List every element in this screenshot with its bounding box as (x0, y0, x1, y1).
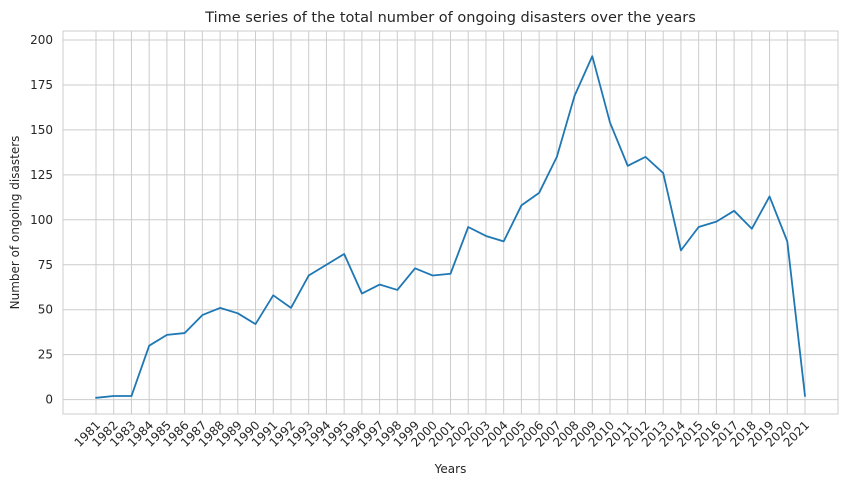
plot-frame (62, 30, 839, 415)
y-gridlines (63, 39, 838, 401)
y-tick-labels: 0 25 50 75 100 125 150 175 200 (30, 33, 53, 407)
y-tick-label: 25 (38, 348, 53, 362)
y-tick-label: 125 (30, 168, 53, 182)
y-tick-label: 50 (38, 303, 53, 317)
y-tick-label: 75 (38, 258, 53, 272)
y-tick-label: 150 (30, 123, 53, 137)
y-tick-label: 175 (30, 78, 53, 92)
series-layer (95, 55, 806, 399)
y-tick-label: 200 (30, 33, 53, 47)
y-tick-label: 100 (30, 213, 53, 227)
chart-title: Time series of the total number of ongoi… (204, 10, 696, 26)
y-tick-label: 0 (45, 393, 53, 407)
x-axis-title: Years (434, 462, 467, 476)
y-axis-title: Number of ongoing disasters (8, 136, 22, 310)
x-gridlines (95, 31, 806, 414)
